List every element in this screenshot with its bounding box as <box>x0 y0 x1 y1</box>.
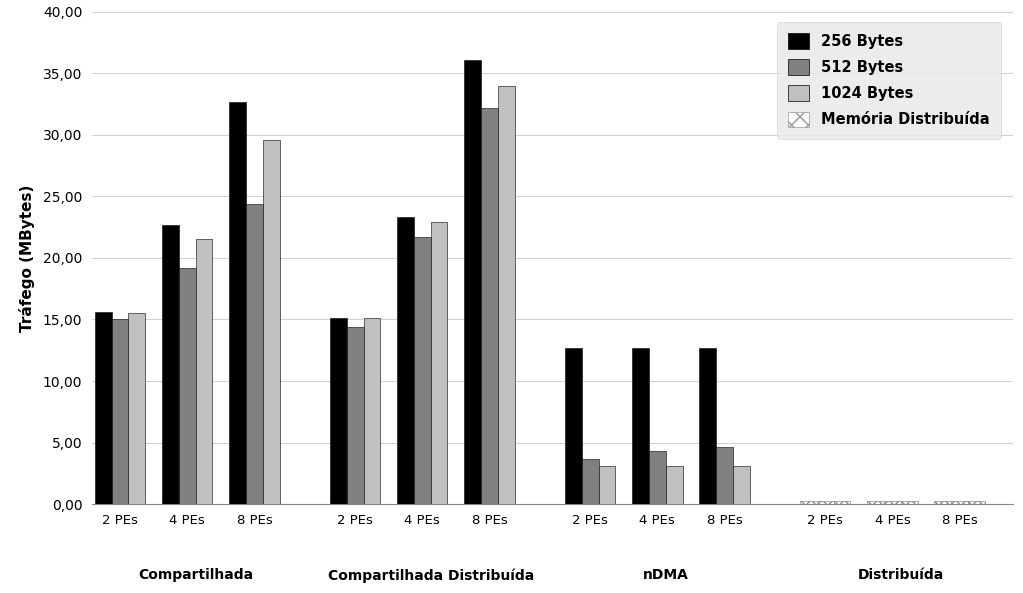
Bar <box>700 347 716 504</box>
Bar <box>868 501 884 504</box>
Bar <box>598 466 616 504</box>
Bar <box>800 501 817 504</box>
Bar <box>431 222 447 504</box>
Bar <box>817 501 834 504</box>
Bar <box>464 60 481 504</box>
Text: Distribuída: Distribuída <box>857 568 944 582</box>
Bar <box>263 140 279 504</box>
Bar <box>347 327 363 504</box>
Bar <box>834 501 850 504</box>
Bar <box>901 501 918 504</box>
Bar <box>129 313 145 504</box>
Bar <box>649 451 666 504</box>
Bar <box>481 108 498 504</box>
Bar <box>414 237 431 504</box>
Bar <box>330 318 347 504</box>
Bar <box>363 318 381 504</box>
Bar <box>397 218 414 504</box>
Legend: 256 Bytes, 512 Bytes, 1024 Bytes, Memória Distribuída: 256 Bytes, 512 Bytes, 1024 Bytes, Memóri… <box>776 21 1000 139</box>
Bar <box>95 312 112 504</box>
Bar <box>716 448 732 504</box>
Bar <box>968 501 985 504</box>
Text: nDMA: nDMA <box>642 568 688 582</box>
Bar <box>565 347 582 504</box>
Bar <box>498 85 515 504</box>
Bar <box>884 501 901 504</box>
Bar <box>195 240 213 504</box>
Bar <box>632 347 649 504</box>
Bar <box>666 466 682 504</box>
Bar <box>112 320 129 504</box>
Text: Compartilhada: Compartilhada <box>138 568 253 582</box>
Bar <box>732 466 750 504</box>
Bar <box>246 204 263 504</box>
Bar <box>229 101 246 504</box>
Y-axis label: Tráfego (MBytes): Tráfego (MBytes) <box>18 184 35 331</box>
Bar <box>934 501 951 504</box>
Bar <box>582 458 598 504</box>
Bar <box>162 225 179 504</box>
Bar <box>179 268 195 504</box>
Text: Compartilhada Distribuída: Compartilhada Distribuída <box>327 568 534 582</box>
Bar <box>951 501 968 504</box>
